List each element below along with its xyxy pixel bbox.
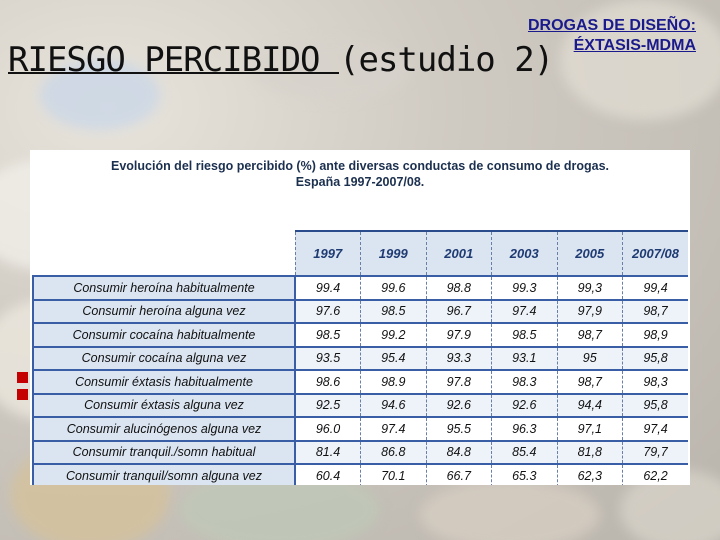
value-cell: 99.2	[360, 322, 426, 347]
value-cell: 93.3	[425, 345, 492, 370]
value-cell: 79,7	[622, 439, 688, 464]
value-cell: 95.5	[425, 416, 492, 441]
value-cell: 97.6	[294, 298, 361, 323]
value-cell: 95,8	[622, 392, 688, 417]
value-cell: 98.8	[425, 275, 492, 300]
value-cell: 97.4	[491, 298, 557, 323]
value-cell: 60.4	[294, 463, 361, 485]
value-cell: 98,9	[622, 322, 688, 347]
value-cell: 97.8	[425, 369, 492, 394]
row-label: Consumir cocaína alguna vez	[32, 345, 296, 370]
value-cell: 96.7	[425, 298, 492, 323]
year-header: 1997	[294, 230, 361, 276]
value-cell: 95.4	[360, 345, 426, 370]
value-cell: 96.3	[491, 416, 557, 441]
value-cell: 92.5	[294, 392, 361, 417]
value-cell: 65.3	[491, 463, 557, 485]
table-row: Consumir alucinógenos alguna vez 96.0 97.4…	[32, 416, 688, 441]
year-header: 2003	[491, 230, 557, 276]
value-cell: 98.9	[360, 369, 426, 394]
table-row: Consumir cocaína habitualmente 98.5 99.2 97…	[32, 322, 688, 347]
row-label: Consumir éxtasis habitualmente	[32, 369, 296, 394]
value-cell: 92.6	[425, 392, 492, 417]
value-cell: 66.7	[425, 463, 492, 485]
table-row: Consumir éxtasis alguna vez 92.5 94.6 92.6 9…	[32, 392, 688, 417]
value-cell: 98,7	[622, 298, 688, 323]
value-cell: 98.5	[360, 298, 426, 323]
value-cell: 70.1	[360, 463, 426, 485]
value-cell: 99.6	[360, 275, 426, 300]
value-cell: 98.6	[294, 369, 361, 394]
value-cell: 94,4	[556, 392, 623, 417]
bullet-list	[17, 372, 28, 406]
row-label: Consumir heroína alguna vez	[32, 298, 296, 323]
table-row: Consumir cocaína alguna vez 93.5 95.4 93.3 9…	[32, 345, 688, 370]
value-cell: 85.4	[491, 439, 557, 464]
value-cell: 97,4	[622, 416, 688, 441]
header-blank-cell	[33, 231, 295, 276]
value-cell: 92.6	[491, 392, 557, 417]
year-header: 2005	[556, 230, 623, 276]
table-row: Consumir tranquil./somn habitual 81.4 86.8…	[32, 439, 688, 464]
value-cell: 96.0	[294, 416, 361, 441]
bullet-square-icon	[17, 389, 28, 400]
value-cell: 86.8	[360, 439, 426, 464]
table-row: Consumir éxtasis habitualmente 98.6 98.9 97…	[32, 369, 688, 394]
caption-line-1: Evolución del riesgo percibido (%) ante …	[110, 159, 610, 173]
value-cell: 93.1	[491, 345, 557, 370]
table-row: Consumir tranquil/somn alguna vez 60.4 70.…	[32, 463, 688, 485]
table-caption: Evolución del riesgo percibido (%) ante …	[30, 158, 690, 190]
table-header-row: 1997 1999 2001 2003 2005 2007/08	[33, 230, 688, 276]
value-cell: 84.8	[425, 439, 492, 464]
value-cell: 95,8	[622, 345, 688, 370]
value-cell: 97,1	[556, 416, 623, 441]
table-row: Consumir heroína habitualmente 99.4 99.6 98…	[32, 275, 688, 300]
value-cell: 97,9	[556, 298, 623, 323]
row-label: Consumir tranquil./somn habitual	[32, 439, 296, 464]
row-label: Consumir cocaína habitualmente	[32, 322, 296, 347]
row-label: Consumir tranquil/somn alguna vez	[32, 463, 296, 485]
value-cell: 98,7	[556, 322, 623, 347]
data-table-image: Evolución del riesgo percibido (%) ante …	[30, 150, 690, 485]
row-label: Consumir alucinógenos alguna vez	[32, 416, 296, 441]
value-cell: 98.3	[491, 369, 557, 394]
slide-title: RIESGO PERCIBIDO (estudio 2)	[8, 40, 554, 80]
row-label: Consumir heroína habitualmente	[32, 275, 296, 300]
year-header: 2007/08	[622, 230, 688, 276]
value-cell: 99.3	[491, 275, 557, 300]
value-cell: 99,4	[622, 275, 688, 300]
value-cell: 81.4	[294, 439, 361, 464]
value-cell: 97.4	[360, 416, 426, 441]
year-header: 2001	[425, 230, 492, 276]
row-label: Consumir éxtasis alguna vez	[32, 392, 296, 417]
value-cell: 95	[556, 345, 623, 370]
risk-table: 1997 1999 2001 2003 2005 2007/08 Consumi…	[32, 230, 688, 485]
value-cell: 62,3	[556, 463, 623, 485]
subtitle-line-1: DROGAS DE DISEÑO:	[527, 17, 696, 34]
bullet-square-icon	[17, 372, 28, 383]
value-cell: 98.5	[491, 322, 557, 347]
value-cell: 81,8	[556, 439, 623, 464]
subtitle-line-2: ÉXTASIS-MDMA	[573, 37, 696, 54]
value-cell: 97.9	[425, 322, 492, 347]
value-cell: 99.4	[294, 275, 361, 300]
value-cell: 62,2	[622, 463, 688, 485]
caption-line-2: España 1997-2007/08.	[295, 175, 425, 189]
value-cell: 98,3	[622, 369, 688, 394]
value-cell: 93.5	[294, 345, 361, 370]
value-cell: 98.5	[294, 322, 361, 347]
value-cell: 99,3	[556, 275, 623, 300]
year-header: 1999	[360, 230, 426, 276]
value-cell: 98,7	[556, 369, 623, 394]
table-row: Consumir heroína alguna vez 97.6 98.5 96.7 9…	[32, 298, 688, 323]
slide-subtitle: DROGAS DE DISEÑO: ÉXTASIS-MDMA	[528, 16, 696, 56]
value-cell: 94.6	[360, 392, 426, 417]
